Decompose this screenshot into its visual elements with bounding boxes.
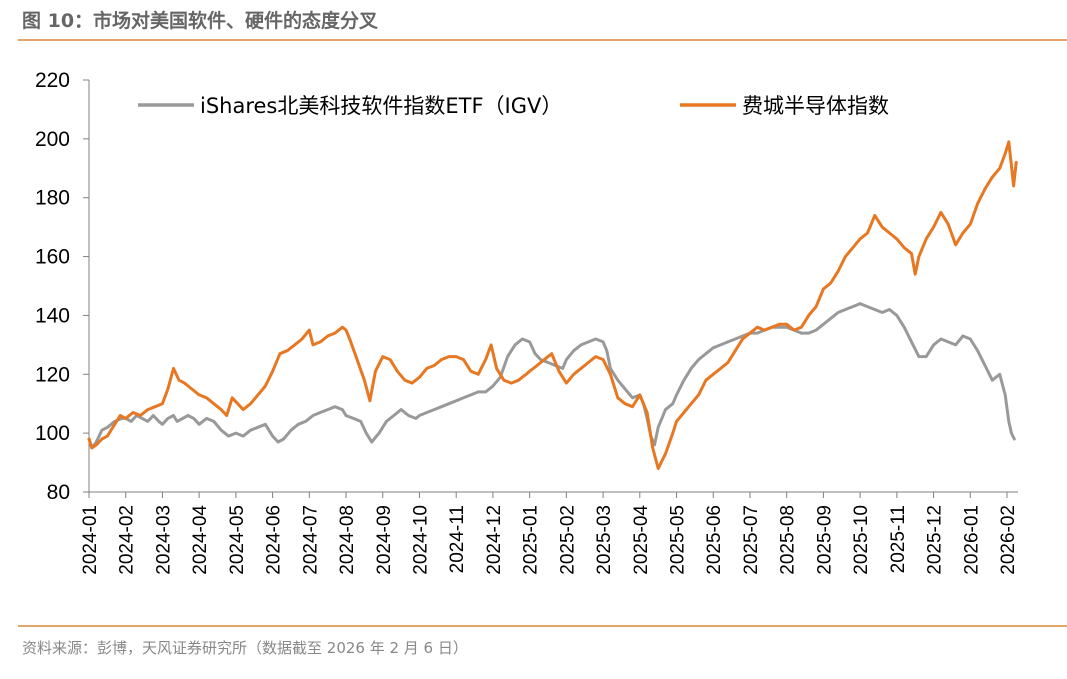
y-tick-label: 200 (35, 128, 70, 151)
x-tick-label: 2025-01 (521, 505, 542, 575)
igv-series-line (87, 302, 1016, 450)
x-tick-label: 2024-02 (117, 505, 138, 575)
y-tick-label: 220 (35, 69, 70, 92)
x-tick-label: 2024-10 (410, 505, 431, 575)
sox-series-line (87, 140, 1018, 470)
x-tick-label: 2024-12 (484, 505, 505, 575)
title-divider (18, 39, 1067, 41)
x-tick-label: 2025-09 (814, 505, 835, 575)
x-tick-label: 2025-02 (557, 505, 578, 575)
x-tick-label: 2024-06 (264, 505, 285, 575)
x-tick-label: 2025-11 (888, 505, 909, 573)
x-tick-label: 2025-05 (668, 505, 689, 575)
x-tick-label: 2025-08 (778, 505, 799, 575)
y-axis: 80 100 120 140 160 180 200 220 (35, 69, 90, 504)
legend: iShares北美科技软件指数ETF（IGV） 费城半导体指数 (138, 94, 889, 118)
x-tick-label: 2026-01 (961, 505, 982, 575)
x-tick-label: 2025-10 (851, 505, 872, 575)
y-tick-label: 160 (35, 246, 70, 269)
source-divider (18, 625, 1067, 627)
x-tick-label: 2024-03 (153, 505, 174, 575)
x-tick-label: 2024-11 (447, 505, 468, 573)
y-tick-label: 140 (35, 304, 70, 327)
x-axis: 2024-01 2024-02 2024-03 2024-04 2024-05 2024-… (80, 491, 1019, 575)
legend-igv-label: iShares北美科技软件指数ETF（IGV） (200, 94, 562, 118)
x-tick-label: 2025-12 (925, 505, 946, 575)
y-tick-label: 80 (47, 481, 70, 504)
x-tick-label: 2024-04 (190, 505, 211, 575)
figure-title: 图 10：市场对美国软件、硬件的态度分叉 (22, 10, 379, 32)
x-tick-label: 2025-06 (704, 505, 725, 575)
legend-sox-label: 费城半导体指数 (742, 94, 889, 118)
x-tick-label: 2024-07 (300, 505, 321, 575)
x-tick-label: 2025-07 (741, 505, 762, 575)
y-tick-label: 100 (35, 422, 70, 445)
y-tick-label: 180 (35, 187, 70, 210)
x-tick-label: 2024-08 (337, 505, 358, 575)
x-tick-label: 2024-05 (227, 505, 248, 575)
source-note: 资料来源：彭博，天风证券研究所（数据截至 2026 年 2 月 6 日） (22, 639, 468, 657)
x-tick-label: 2024-01 (80, 505, 101, 575)
x-tick-label: 2025-04 (631, 505, 652, 575)
x-tick-label: 2024-09 (374, 505, 395, 575)
y-tick-label: 120 (35, 363, 70, 386)
x-tick-label: 2026-02 (998, 505, 1019, 575)
x-tick-label: 2025-03 (594, 505, 615, 575)
series-layer (87, 140, 1018, 470)
